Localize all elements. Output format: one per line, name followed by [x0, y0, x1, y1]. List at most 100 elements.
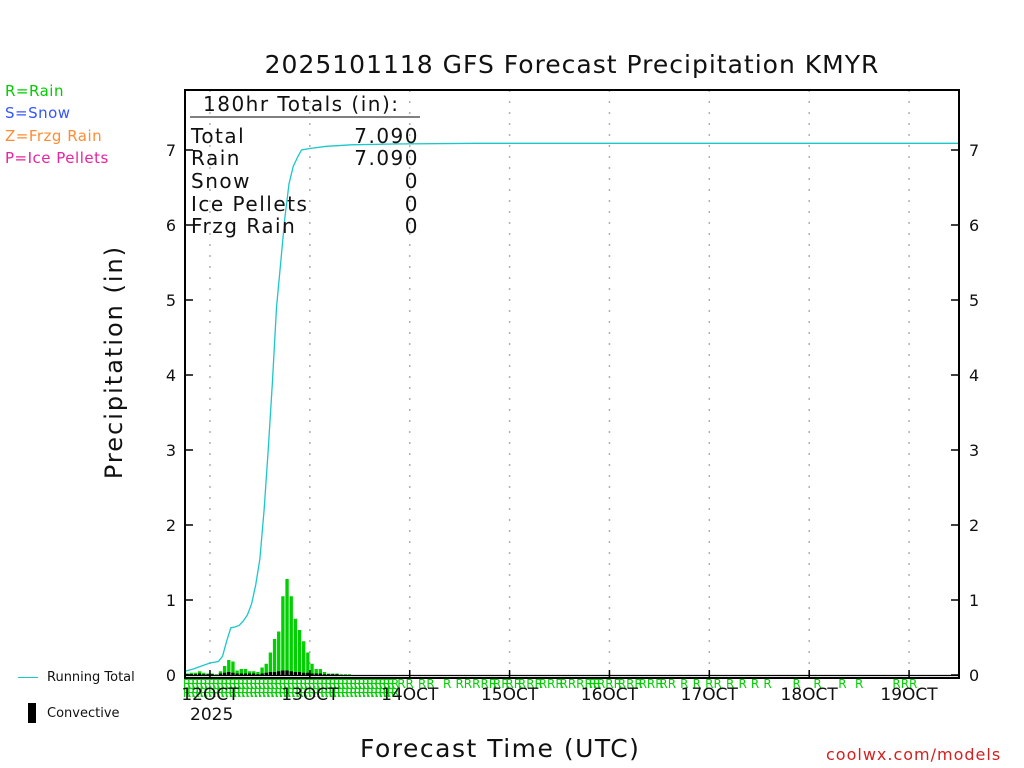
- x-tick-label: 15OCT: [481, 685, 539, 705]
- rain-marker: R: [308, 686, 316, 700]
- rain-marker: R: [605, 677, 613, 691]
- x-tick-label: 16OCT: [581, 685, 639, 705]
- rain-bar: [277, 631, 281, 675]
- rain-marker: R: [262, 677, 270, 691]
- rain-marker: R: [245, 686, 253, 700]
- rain-marker: R: [245, 677, 253, 691]
- convective-bar: [235, 673, 239, 675]
- convective-bar: [197, 673, 202, 675]
- rain-marker: R: [362, 686, 370, 700]
- rain-bar: [318, 669, 323, 675]
- y-tick-label-left: 3: [166, 441, 176, 460]
- convective-legend-label: Convective: [47, 706, 120, 721]
- rain-marker: R: [568, 677, 576, 691]
- rain-marker: R: [464, 677, 472, 691]
- convective-bar: [306, 672, 310, 675]
- rain-marker: R: [304, 686, 312, 700]
- rain-marker: R: [793, 677, 801, 691]
- rain-marker: R: [233, 686, 241, 700]
- convective-bar: [247, 673, 252, 675]
- rain-marker: R: [254, 686, 262, 700]
- y-tick-label-right: 2: [969, 516, 979, 535]
- rain-marker: R: [443, 677, 451, 691]
- rain-marker: R: [316, 686, 324, 700]
- rain-bar: [281, 596, 285, 675]
- rain-marker: R: [892, 677, 900, 691]
- convective-bar: [264, 672, 268, 675]
- grid-lines: [209, 90, 910, 678]
- rain-marker: R: [208, 677, 216, 691]
- rain-marker: R: [295, 686, 303, 700]
- legend-snow: S=Snow: [5, 104, 71, 122]
- rain-marker: R: [391, 677, 399, 691]
- rain-marker: R: [813, 677, 821, 691]
- rain-marker: R: [480, 677, 488, 691]
- ptype-markers: RRRRRRRRRRRRRRRRRRRRRRRRRRRRRRRRRRRRRRRR…: [183, 677, 917, 700]
- running-total-swatch: [18, 677, 38, 678]
- convective-bar: [210, 674, 214, 675]
- rain-marker: R: [299, 677, 307, 691]
- rain-marker: R: [378, 686, 386, 700]
- rain-marker: R: [354, 686, 362, 700]
- rain-bar: [272, 639, 277, 675]
- totals-value-frzg-rain: 0: [405, 214, 419, 238]
- rain-marker: R: [366, 677, 374, 691]
- y-tick-label-left: 0: [166, 666, 176, 685]
- totals-value-total: 7.090: [354, 124, 419, 148]
- rain-bar: [252, 671, 256, 675]
- convective-bar: [318, 673, 323, 675]
- y-tick-label-right: 5: [969, 291, 979, 310]
- rain-bar: [231, 661, 235, 675]
- rain-marker: R: [358, 686, 366, 700]
- rain-marker: R: [287, 677, 295, 691]
- rain-marker: R: [337, 677, 345, 691]
- rain-marker: R: [374, 677, 382, 691]
- rain-marker: R: [324, 686, 332, 700]
- totals-label-frzg-rain: Frzg Rain: [191, 214, 296, 238]
- rain-marker: R: [593, 677, 601, 691]
- rain-bar: [264, 663, 268, 675]
- rain-marker: R: [647, 677, 655, 691]
- x-axis-label: Forecast Time (UTC): [360, 734, 641, 763]
- rain-bar: [218, 671, 223, 675]
- convective-bar: [310, 673, 314, 675]
- rain-marker: R: [187, 686, 195, 700]
- rain-bar: [289, 596, 293, 675]
- rain-marker: R: [337, 686, 345, 700]
- rain-marker: R: [241, 677, 249, 691]
- convective-bar: [243, 673, 248, 675]
- rain-marker: R: [383, 677, 391, 691]
- rain-marker: R: [220, 677, 228, 691]
- totals-value-ice-pellets: 0: [405, 192, 419, 216]
- rain-bar: [197, 671, 202, 675]
- convective-bar: [293, 672, 298, 675]
- rain-marker: R: [668, 677, 676, 691]
- rain-bar: [306, 652, 310, 675]
- rain-marker: R: [324, 677, 332, 691]
- rain-marker: R: [374, 686, 382, 700]
- rain-marker: R: [254, 677, 262, 691]
- rain-marker: R: [560, 677, 568, 691]
- convective-bar: [272, 672, 277, 675]
- rain-marker: R: [266, 677, 274, 691]
- rain-marker: R: [316, 677, 324, 691]
- convective-bar: [285, 670, 289, 675]
- rain-bar: [310, 663, 314, 675]
- credit-link[interactable]: coolwx.com/models: [826, 745, 1002, 764]
- rain-marker: R: [220, 686, 228, 700]
- convective-bar: [206, 674, 210, 675]
- legend-frzg-rain: Z=Frzg Rain: [5, 127, 103, 145]
- rain-marker: R: [838, 677, 846, 691]
- y-axis-ticks: 0 01 12 23 34 45 56 67 7: [166, 141, 979, 685]
- rain-marker: R: [262, 686, 270, 700]
- rain-marker: R: [291, 686, 299, 700]
- convective-bar: [252, 673, 256, 675]
- rain-bar: [343, 674, 347, 675]
- rain-marker: R: [501, 677, 509, 691]
- rain-marker: R: [391, 686, 399, 700]
- rain-marker: R: [241, 686, 249, 700]
- convective-bar: [231, 672, 235, 675]
- x-axis-ticks: 12OCT 13OCT 14OCT 15OCT 16OCT 17OCT 18OCT 19OCT: [181, 670, 938, 705]
- chart-title: 2025101118 GFS Forecast Precipitation KM…: [264, 50, 880, 79]
- rain-marker: R: [299, 686, 307, 700]
